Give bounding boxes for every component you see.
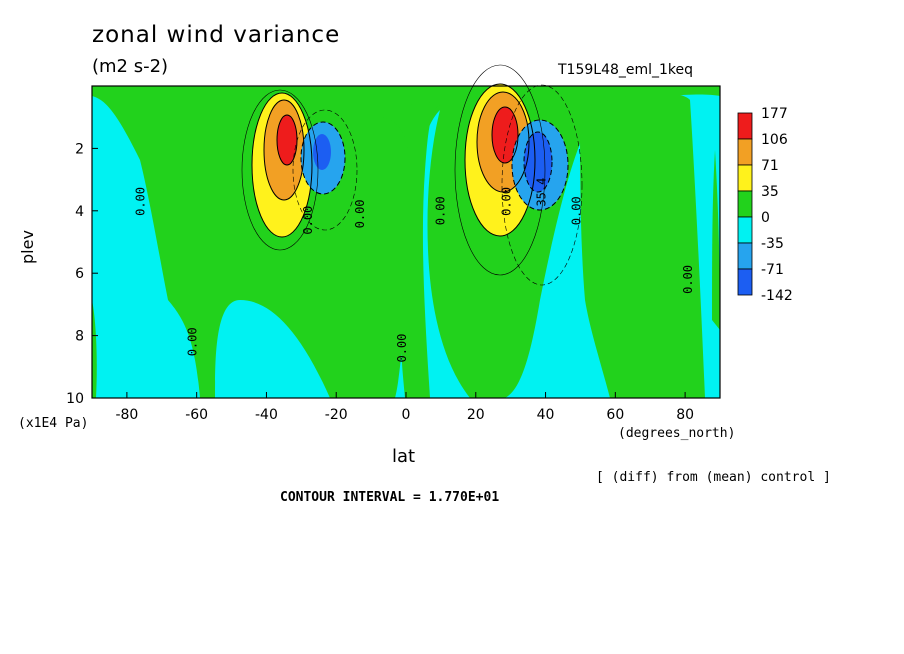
- experiment-label: T159L48_eml_1keq: [558, 62, 694, 78]
- colorbar-label: 71: [761, 158, 779, 174]
- contour-label: 0.00: [681, 265, 695, 294]
- colorbar-swatch: [737, 242, 753, 270]
- contour-label: 0.00: [433, 196, 447, 225]
- colorbar-swatch: [737, 216, 753, 244]
- contour-label: 0.00: [301, 206, 315, 235]
- contour-fields: [92, 84, 720, 399]
- colorbar-label: 0: [761, 210, 770, 226]
- x-tick-label: 0: [402, 407, 411, 423]
- x-tick-label: 40: [537, 407, 555, 423]
- x-axis-label: lat: [392, 446, 416, 467]
- green-region-east: [580, 93, 705, 399]
- colorbar-swatch: [737, 268, 753, 296]
- contour-interval: CONTOUR INTERVAL = 1.770E+01: [280, 490, 500, 505]
- colorbar-swatch: [737, 112, 753, 140]
- colorbar-label: -71: [761, 262, 784, 278]
- sh-neg-blue: [313, 134, 331, 170]
- contour-label: 35.4: [535, 178, 549, 207]
- x-tick-label: 20: [467, 407, 485, 423]
- colorbar-swatch: [737, 138, 753, 166]
- y-tick-label: 4: [75, 204, 84, 220]
- contour-label: 0.00: [569, 196, 583, 225]
- contour-label: 0.00: [353, 199, 367, 228]
- diff-note: [ (diff) from (mean) control ]: [596, 470, 831, 485]
- colorbar-label: 35: [761, 184, 779, 200]
- units-label: (m2 s-2): [92, 56, 169, 77]
- y-tick-label: 10: [66, 391, 84, 407]
- contour-label: 0.00: [500, 187, 514, 216]
- colorbar-label: -35: [761, 236, 784, 252]
- colorbar-swatch: [737, 164, 753, 192]
- y-tick-label: 6: [75, 266, 84, 282]
- y-tick-label: 2: [75, 141, 84, 157]
- colorbar-label: 106: [761, 132, 788, 148]
- x-tick-label: -20: [325, 407, 348, 423]
- chart-title: zonal wind variance: [92, 22, 341, 48]
- colorbar-label: 177: [761, 106, 788, 122]
- contour-label: 0.00: [395, 334, 409, 363]
- y-axis-unit: (x1E4 Pa): [18, 416, 89, 431]
- colorbar-label: -142: [761, 288, 793, 304]
- x-tick-label: -60: [185, 407, 208, 423]
- x-tick-label: -80: [115, 407, 138, 423]
- nh-pos-red: [492, 107, 518, 163]
- green-strip-west: [92, 300, 97, 398]
- colorbar-swatch: [737, 190, 753, 218]
- y-tick-label: 8: [75, 329, 84, 345]
- green-region-tropics: [360, 96, 520, 398]
- contour-label: 0.00: [133, 187, 147, 216]
- x-tick-label: -40: [255, 407, 278, 423]
- sh-pos-red: [277, 115, 297, 165]
- green-strip-east: [712, 150, 720, 330]
- contour-label: 0.00: [186, 327, 200, 356]
- x-tick-label: 80: [676, 407, 694, 423]
- x-axis-unit: (degrees_north): [618, 426, 736, 441]
- contour-lines: [241, 64, 583, 286]
- x-tick-label: 60: [606, 407, 624, 423]
